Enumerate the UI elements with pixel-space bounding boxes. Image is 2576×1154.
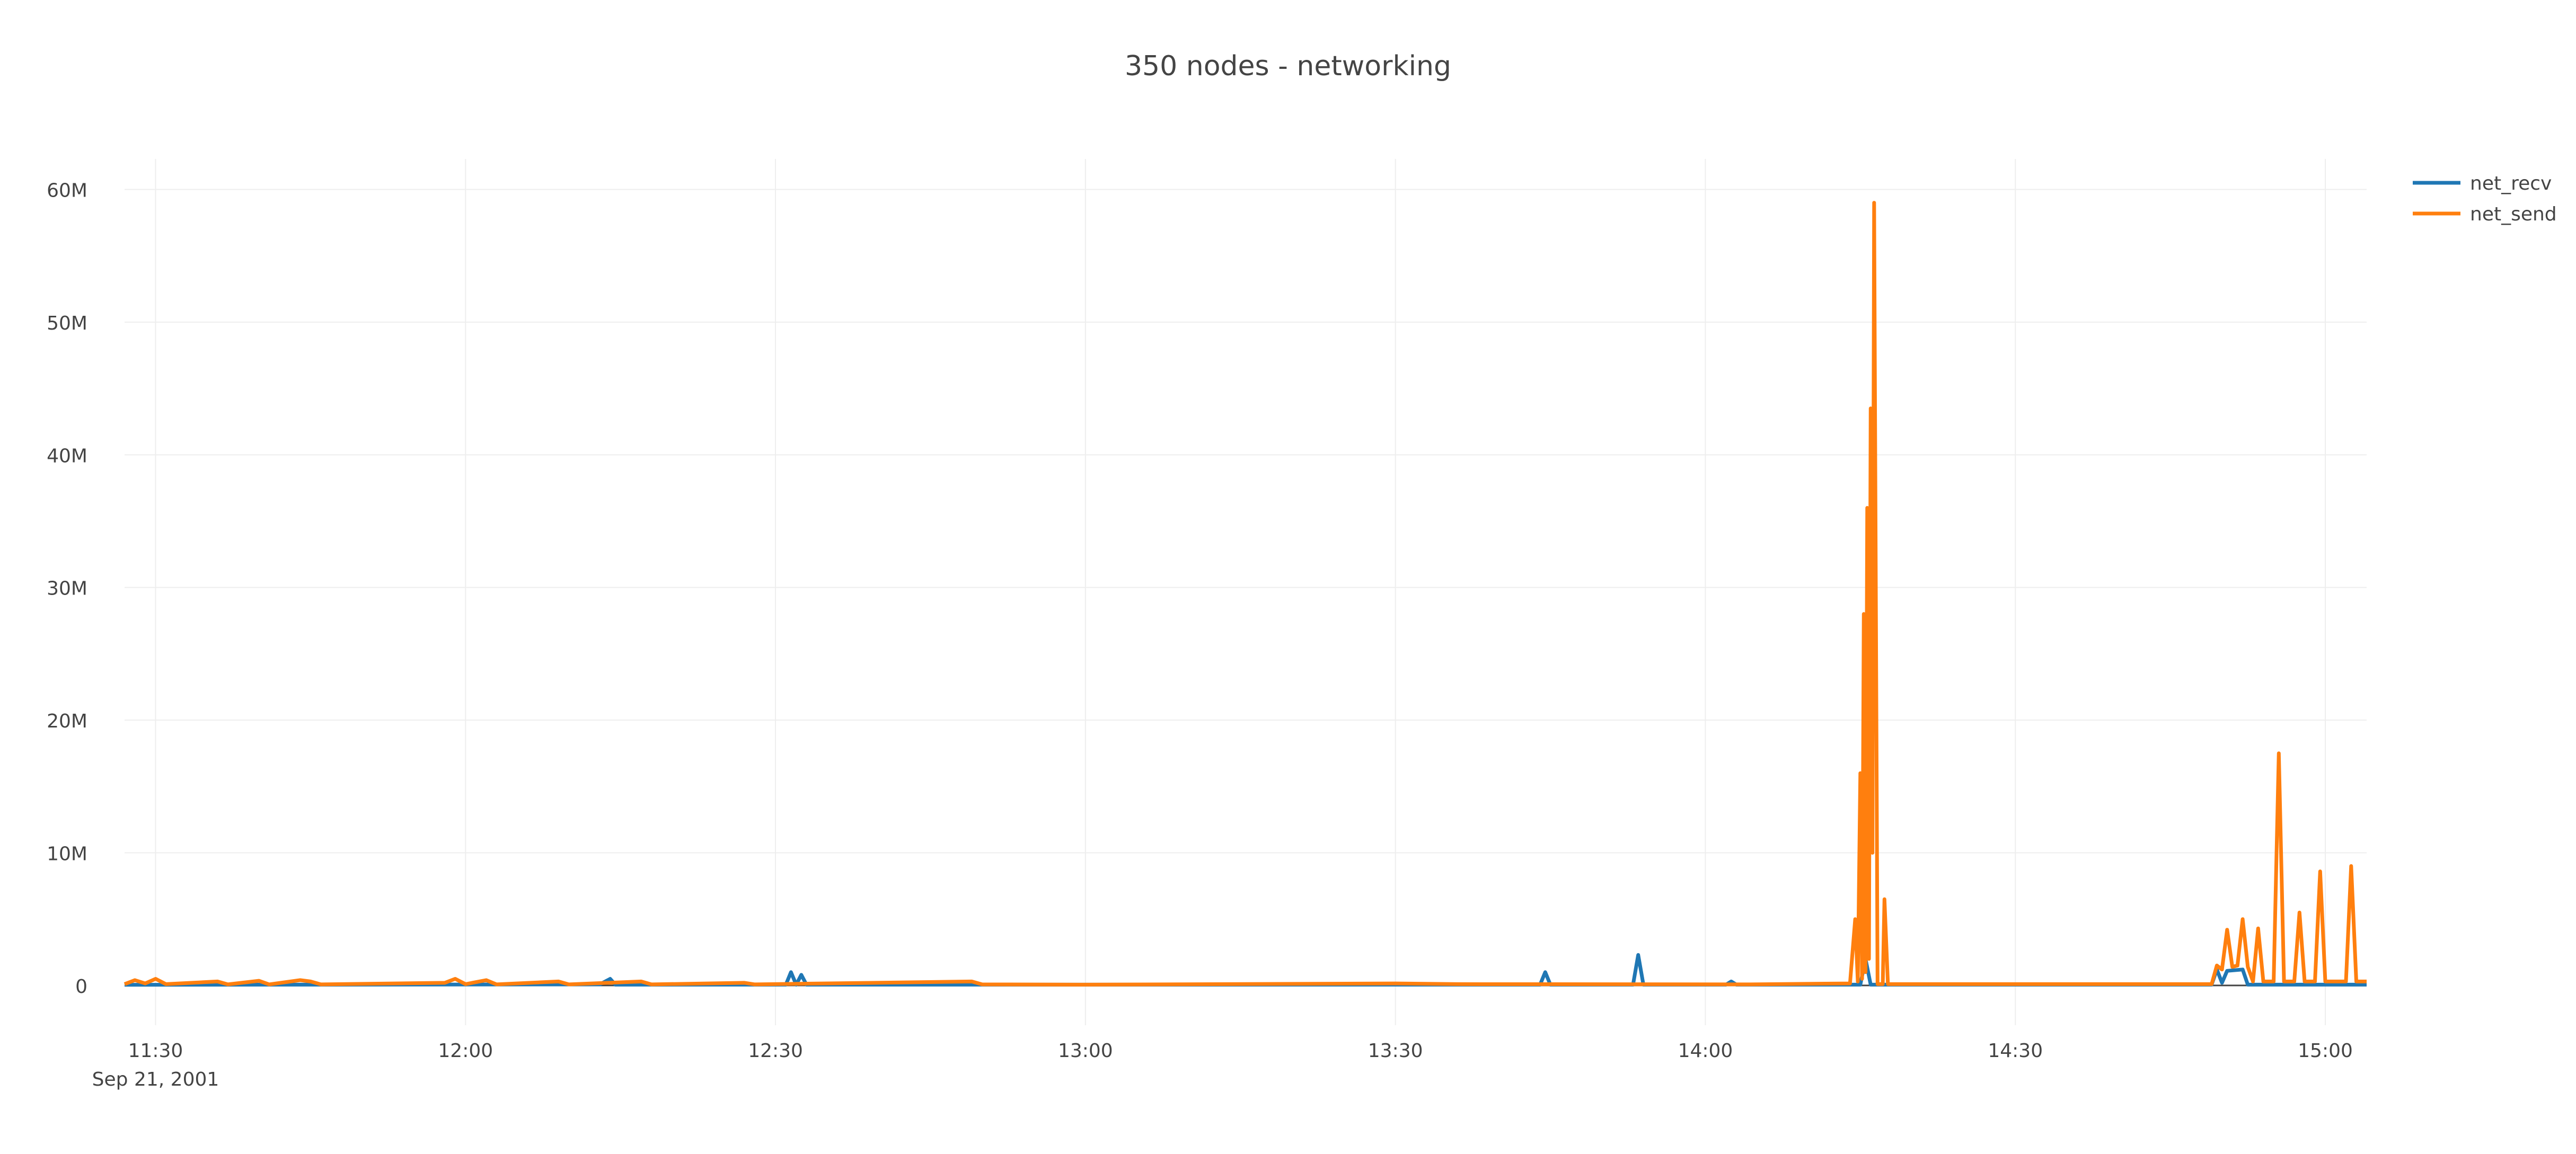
y-tick-label: 20M <box>47 711 87 732</box>
x-tick-label: 13:30 <box>1368 1040 1423 1062</box>
y-tick-label: 50M <box>47 313 87 334</box>
y-tick-label: 60M <box>47 180 87 202</box>
x-tick-label: 13:00 <box>1058 1040 1113 1062</box>
y-tick-label: 30M <box>47 578 87 600</box>
x-tick-label: 12:30 <box>748 1040 803 1062</box>
y-tick-label: 40M <box>47 445 87 467</box>
y-tick-label: 0 <box>75 976 87 998</box>
chart-title: 350 nodes - networking <box>1124 50 1452 82</box>
y-tick-label: 10M <box>47 844 87 865</box>
x-tick-label: 14:00 <box>1678 1040 1733 1062</box>
legend-label-net_recv: net_recv <box>2470 173 2552 194</box>
x-tick-label: 14:30 <box>1988 1040 2043 1062</box>
x-date-label: Sep 21, 2001 <box>92 1069 219 1090</box>
series-line-net_send <box>123 201 2367 987</box>
x-tick-label: 15:00 <box>2298 1040 2353 1062</box>
legend-label-net_send: net_send <box>2470 203 2557 225</box>
x-tick-label: 11:30 <box>128 1040 183 1062</box>
x-tick-label: 12:00 <box>438 1040 493 1062</box>
